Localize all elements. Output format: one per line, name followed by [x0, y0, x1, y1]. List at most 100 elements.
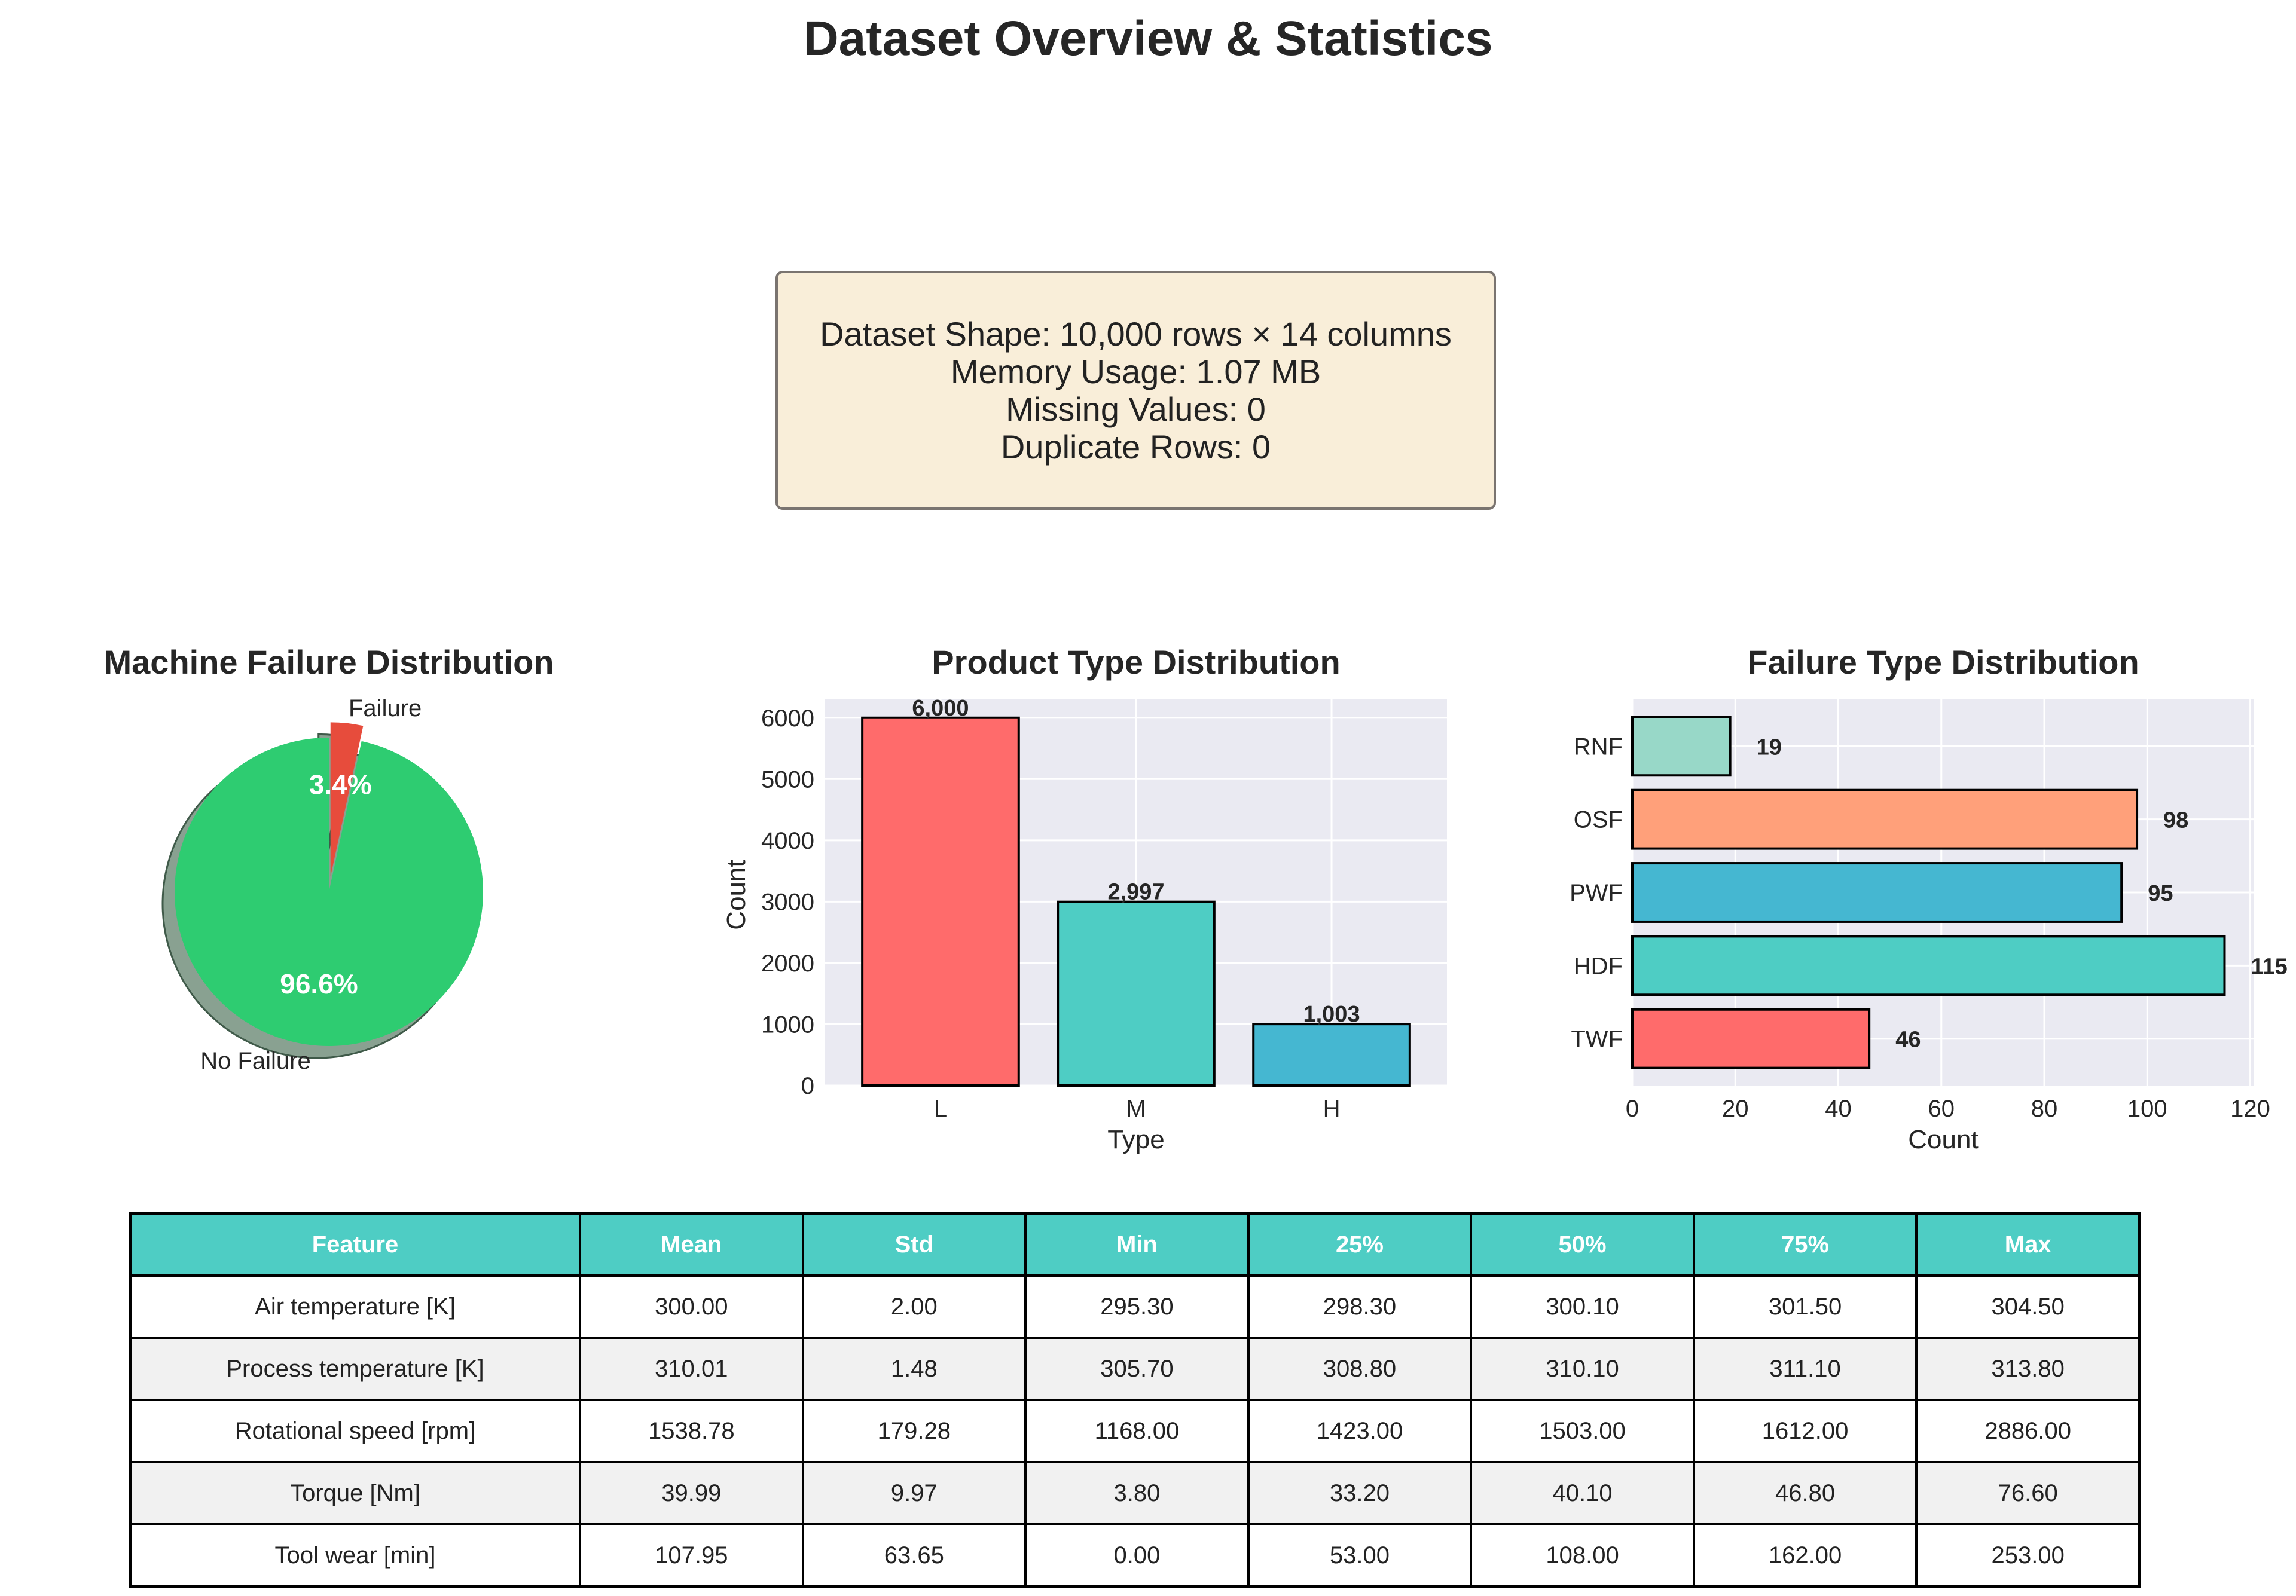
table-cell: 1423.00 [1247, 1399, 1473, 1463]
pie-percent-label: 96.6% [280, 968, 358, 999]
y-tick-label: 6000 [761, 705, 814, 732]
bar-m [1057, 900, 1216, 1087]
table-row: Rotational speed [rpm] 1538.78 179.28 11… [129, 1399, 2141, 1463]
table-cell: 108.00 [1470, 1523, 1695, 1588]
y-tick-label: RNF [1574, 733, 1623, 760]
x-tick-label: M [1126, 1096, 1146, 1122]
bar-value-label: 2,997 [1107, 880, 1164, 905]
x-tick-label: 120 [2230, 1096, 2270, 1122]
column-header-feature: Feature [129, 1212, 581, 1277]
table-cell: 1168.00 [1024, 1399, 1250, 1463]
table-cell: 310.10 [1470, 1337, 1695, 1401]
table-cell: 300.00 [579, 1274, 804, 1339]
table-cell: Process temperature [K] [129, 1337, 581, 1401]
table-cell: 46.80 [1692, 1461, 1918, 1525]
hbar-value-label: 95 [2148, 881, 2173, 906]
table-cell: Rotational speed [rpm] [129, 1399, 581, 1463]
hbar-chart-x-axis-label: Count [1908, 1125, 1978, 1154]
column-header-mean: Mean [579, 1212, 804, 1277]
table-cell: 311.10 [1692, 1337, 1918, 1401]
table-row: Tool wear [min] 107.95 63.65 0.00 53.00 … [129, 1523, 2141, 1588]
table-cell: 1.48 [801, 1337, 1027, 1401]
table-cell: 305.70 [1024, 1337, 1250, 1401]
bar-chart-y-axis-label: Count [722, 860, 751, 930]
x-tick-label: 0 [1626, 1096, 1639, 1122]
info-duplicate-line: Duplicate Rows: 0 [1000, 428, 1271, 466]
bar-value-label: 1,003 [1303, 1002, 1360, 1027]
x-tick-label: 20 [1722, 1096, 1749, 1122]
table-cell: Tool wear [min] [129, 1523, 581, 1588]
table-header-row: Feature Mean Std Min 25% 50% 75% Max [129, 1212, 2141, 1277]
machine-failure-pie-chart: Machine Failure Distribution 96.6% No Fai… [104, 643, 554, 1074]
hbar-value-label: 19 [1757, 735, 1782, 760]
y-tick-label: 5000 [761, 766, 814, 793]
table-cell: 162.00 [1692, 1523, 1918, 1588]
x-tick-label: L [934, 1096, 947, 1122]
bar-chart-x-axis-label: Type [1107, 1125, 1164, 1154]
x-tick-label: H [1323, 1096, 1341, 1122]
y-tick-label: OSF [1574, 807, 1623, 833]
table-row: Air temperature [K] 300.00 2.00 295.30 2… [129, 1274, 2141, 1339]
bar-chart-title: Product Type Distribution [932, 643, 1340, 681]
table-cell: 2886.00 [1915, 1399, 2141, 1463]
table-cell: 304.50 [1915, 1274, 2141, 1339]
x-tick-label: 40 [1825, 1096, 1852, 1122]
y-tick-label: PWF [1570, 880, 1623, 906]
hbar-pwf [1631, 862, 2123, 923]
column-header-std: Std [801, 1212, 1027, 1277]
y-tick-label: 2000 [761, 950, 814, 977]
table-cell: 53.00 [1247, 1523, 1473, 1588]
table-cell: 308.80 [1247, 1337, 1473, 1401]
table-cell: 1503.00 [1470, 1399, 1695, 1463]
failure-type-bar-chart: Failure Type Distribution Count 0 20 40 60 8… [1570, 643, 2288, 1154]
y-tick-label: HDF [1574, 953, 1623, 979]
table-cell: 298.30 [1247, 1274, 1473, 1339]
table-cell: 301.50 [1692, 1274, 1918, 1339]
table-row: Process temperature [K] 310.01 1.48 305.… [129, 1337, 2141, 1401]
product-type-bar-chart: Product Type Distribution Type Count 0 10… [722, 643, 1447, 1154]
hbar-value-label: 46 [1895, 1028, 1921, 1053]
pie-label-no-failure: No Failure [200, 1048, 311, 1074]
y-tick-label: 1000 [761, 1011, 814, 1038]
y-tick-label: 3000 [761, 889, 814, 915]
column-header-75: 75% [1692, 1212, 1918, 1277]
table-cell: 63.65 [801, 1523, 1027, 1588]
dataset-info-box: Dataset Shape: 10,000 rows × 14 columns … [775, 271, 1496, 510]
table-cell: 253.00 [1915, 1523, 2141, 1588]
page-title: Dataset Overview & Statistics [803, 11, 1493, 66]
y-tick-label: TWF [1571, 1026, 1623, 1053]
bar-h [1252, 1023, 1411, 1087]
hbar-chart-title: Failure Type Distribution [1747, 643, 2139, 681]
hbar-twf [1631, 1008, 1871, 1069]
table-cell: 179.28 [801, 1399, 1027, 1463]
table-cell: 107.95 [579, 1523, 804, 1588]
table-cell: Air temperature [K] [129, 1274, 581, 1339]
info-missing-line: Missing Values: 0 [1006, 390, 1266, 428]
hbar-rnf [1631, 716, 1732, 777]
table-cell: 33.20 [1247, 1461, 1473, 1525]
pie-slice-failure [330, 722, 364, 877]
pie-percent-label: 3.4% [309, 769, 372, 800]
pie-chart-title: Machine Failure Distribution [104, 643, 554, 681]
table-cell: 295.30 [1024, 1274, 1250, 1339]
hbar-value-label: 98 [2163, 808, 2188, 833]
column-header-max: Max [1915, 1212, 2141, 1277]
hbar-hdf [1631, 935, 2226, 996]
x-tick-label: 60 [1928, 1096, 1955, 1122]
table-cell: 1612.00 [1692, 1399, 1918, 1463]
table-cell: 1538.78 [579, 1399, 804, 1463]
table-cell: 300.10 [1470, 1274, 1695, 1339]
feature-statistics-table: Feature Mean Std Min 25% 50% 75% Max Air… [129, 1212, 2141, 1588]
table-cell: 310.01 [579, 1337, 804, 1401]
table-cell: Torque [Nm] [129, 1461, 581, 1525]
table-cell: 76.60 [1915, 1461, 2141, 1525]
table-cell: 2.00 [801, 1274, 1027, 1339]
table-cell: 0.00 [1024, 1523, 1250, 1588]
hbar-osf [1631, 788, 2139, 850]
table-cell: 39.99 [579, 1461, 804, 1525]
pie-slice-no-failure [175, 738, 483, 1046]
column-header-min: Min [1024, 1212, 1250, 1277]
table-cell: 9.97 [801, 1461, 1027, 1525]
table-cell: 313.80 [1915, 1337, 2141, 1401]
info-memory-line: Memory Usage: 1.07 MB [950, 353, 1321, 390]
